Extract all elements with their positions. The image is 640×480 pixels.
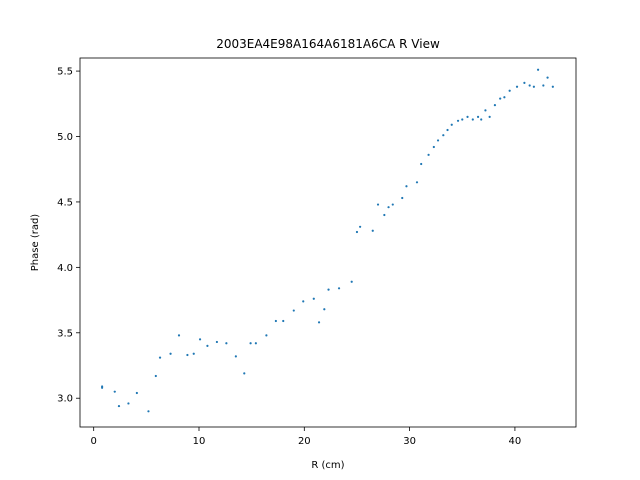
y-tick-label: 3.5 (57, 328, 73, 339)
data-point (442, 134, 445, 137)
data-point (371, 229, 374, 232)
data-point (101, 386, 104, 389)
data-point (215, 340, 219, 344)
data-point (488, 115, 491, 118)
data-point (198, 338, 202, 341)
data-point (327, 288, 330, 291)
x-axis: 0 10 20 30 40 (91, 427, 522, 447)
data-point (323, 308, 326, 311)
data-point (532, 85, 535, 88)
data-point (508, 89, 511, 92)
data-point (523, 81, 526, 84)
data-point (302, 300, 305, 303)
data-point (391, 203, 394, 206)
data-point (127, 402, 130, 405)
data-point (432, 145, 435, 149)
y-tick-label: 3.0 (57, 394, 73, 405)
data-point (466, 115, 469, 118)
data-point (515, 85, 519, 88)
y-axis-label: Phase (rad) (30, 214, 41, 272)
data-point (484, 109, 487, 112)
data-point (154, 374, 157, 378)
data-point (117, 404, 121, 408)
y-tick-label: 4.5 (57, 197, 73, 208)
data-point (528, 84, 531, 87)
y-tick-label: 5.0 (57, 132, 73, 143)
y-axis: 3.0 3.5 4.0 4.5 5.0 5.5 (57, 67, 80, 405)
data-point (249, 342, 252, 345)
data-point (192, 352, 195, 355)
data-point (177, 334, 181, 337)
data-point (337, 287, 341, 290)
data-point (359, 225, 362, 228)
data-point (376, 203, 380, 206)
data-point (456, 119, 460, 122)
data-point (436, 139, 440, 142)
data-point (274, 319, 277, 323)
plot-area-frame (79, 57, 577, 428)
x-tick-label: 30 (403, 436, 416, 447)
x-tick-label: 0 (91, 436, 97, 447)
data-point (317, 321, 321, 324)
data-point (265, 334, 268, 337)
data-point (282, 319, 285, 323)
data-point (387, 206, 390, 209)
data-point (493, 104, 497, 107)
data-point (113, 390, 116, 393)
data-point (546, 76, 549, 79)
data-point (158, 356, 162, 359)
data-point (350, 280, 353, 283)
data-point (186, 353, 189, 357)
data-point (206, 344, 209, 347)
data-point (405, 185, 408, 188)
data-point (503, 96, 506, 99)
data-point (401, 196, 404, 200)
data-point (427, 153, 430, 156)
data-point (450, 123, 453, 126)
data-point (312, 297, 315, 300)
data-point (254, 342, 257, 345)
chart-title: 2003EA4E98A164A6181A6CA R View (216, 37, 440, 51)
data-point (471, 118, 474, 121)
data-point (225, 342, 228, 345)
data-point (147, 410, 150, 413)
data-point (383, 213, 386, 217)
data-point (234, 355, 237, 358)
data-point (476, 115, 480, 118)
data-point (415, 181, 419, 184)
data-point (135, 391, 138, 395)
data-point (461, 118, 464, 121)
x-tick-label: 10 (193, 436, 206, 447)
data-point (243, 372, 246, 375)
x-tick-label: 20 (298, 436, 311, 447)
data-point (169, 352, 172, 355)
data-points (101, 68, 554, 413)
data-point (536, 68, 540, 71)
data-point (420, 162, 423, 166)
data-point (292, 309, 295, 312)
data-point (480, 118, 483, 121)
data-point (551, 85, 554, 88)
data-point (446, 128, 449, 132)
x-axis-label: R (cm) (311, 460, 344, 471)
data-point (355, 230, 359, 234)
data-point (542, 84, 545, 87)
y-tick-label: 4.0 (57, 263, 73, 274)
data-point (499, 97, 502, 100)
x-tick-label: 40 (509, 436, 522, 447)
y-tick-label: 5.5 (57, 67, 73, 78)
